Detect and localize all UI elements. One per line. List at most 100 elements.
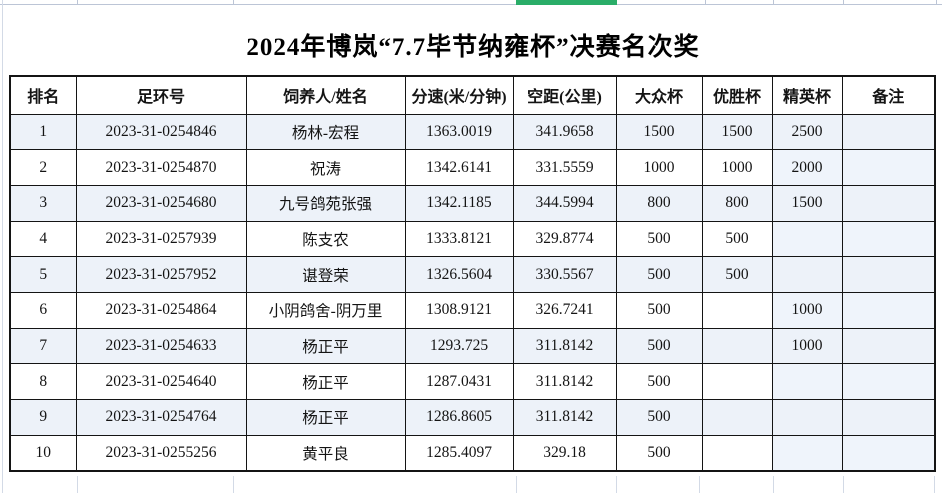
table-cell[interactable] <box>841 184 936 222</box>
column-header[interactable]: 分速(米/分钟) <box>404 75 514 115</box>
table-cell[interactable]: 黄平良 <box>245 434 406 472</box>
table-cell[interactable]: 2023-31-0254640 <box>75 363 247 400</box>
table-cell[interactable]: 6 <box>9 291 77 329</box>
table-cell[interactable]: 5 <box>9 256 77 293</box>
table-cell[interactable]: 3 <box>9 184 77 222</box>
table-cell[interactable]: 1285.4097 <box>404 434 514 472</box>
table-cell[interactable] <box>841 149 936 186</box>
table-cell[interactable] <box>841 291 936 329</box>
table-cell[interactable]: 500 <box>615 291 703 329</box>
table-cell[interactable]: 1000 <box>701 149 773 186</box>
table-cell[interactable]: 10 <box>9 434 77 472</box>
table-cell[interactable]: 4 <box>9 220 77 258</box>
table-cell[interactable]: 1286.8605 <box>404 399 514 436</box>
table-cell[interactable]: 331.5559 <box>512 149 617 186</box>
sheet-title[interactable]: 2024年博岚“7.7毕节纳雍杯”决赛名次奖 <box>246 33 700 61</box>
table-cell[interactable]: 500 <box>701 256 773 293</box>
table-cell[interactable] <box>701 327 773 365</box>
table-cell[interactable]: 500 <box>615 327 703 365</box>
table-cell[interactable]: 1500 <box>615 113 703 151</box>
table-cell[interactable]: 1342.6141 <box>404 149 514 186</box>
table-cell[interactable]: 1000 <box>771 291 843 329</box>
table-cell[interactable]: 2023-31-0254633 <box>75 327 247 365</box>
table-cell[interactable]: 2023-31-0257952 <box>75 256 247 293</box>
table-cell[interactable]: 2000 <box>771 149 843 186</box>
column-header[interactable]: 空距(公里) <box>512 75 617 115</box>
table-cell[interactable] <box>701 363 773 400</box>
table-cell[interactable]: 800 <box>701 184 773 222</box>
table-cell[interactable]: 500 <box>615 220 703 258</box>
table-cell[interactable]: 1000 <box>615 149 703 186</box>
table-cell[interactable]: 800 <box>615 184 703 222</box>
table-cell[interactable]: 1293.725 <box>404 327 514 365</box>
table-cell[interactable] <box>841 363 936 400</box>
table-cell[interactable]: 杨正平 <box>245 363 406 400</box>
table-cell[interactable]: 9 <box>9 399 77 436</box>
table-cell[interactable] <box>771 256 843 293</box>
table-cell[interactable] <box>771 220 843 258</box>
table-cell[interactable]: 杨林-宏程 <box>245 113 406 151</box>
table-cell[interactable]: 杨正平 <box>245 399 406 436</box>
table-cell[interactable]: 1333.8121 <box>404 220 514 258</box>
table-cell[interactable]: 1308.9121 <box>404 291 514 329</box>
table-cell[interactable]: 8 <box>9 363 77 400</box>
table-cell[interactable]: 1342.1185 <box>404 184 514 222</box>
column-header[interactable]: 精英杯 <box>771 75 843 115</box>
column-header[interactable]: 饲养人/姓名 <box>245 75 406 115</box>
table-cell[interactable]: 1326.5604 <box>404 256 514 293</box>
table-cell[interactable]: 杨正平 <box>245 327 406 365</box>
table-cell[interactable]: 2023-31-0254764 <box>75 399 247 436</box>
table-cell[interactable]: 2023-31-0254680 <box>75 184 247 222</box>
table-cell[interactable] <box>841 434 936 472</box>
table-cell[interactable] <box>841 327 936 365</box>
table-cell[interactable]: 311.8142 <box>512 363 617 400</box>
table-cell[interactable]: 330.5567 <box>512 256 617 293</box>
table-cell[interactable]: 311.8142 <box>512 327 617 365</box>
table-cell[interactable] <box>771 363 843 400</box>
table-cell[interactable]: 2 <box>9 149 77 186</box>
table-cell[interactable]: 陈支农 <box>245 220 406 258</box>
table-cell[interactable]: 谌登荣 <box>245 256 406 293</box>
table-cell[interactable]: 329.18 <box>512 434 617 472</box>
table-cell[interactable]: 2023-31-0257939 <box>75 220 247 258</box>
column-header[interactable]: 排名 <box>9 75 77 115</box>
table-cell[interactable]: 小阴鸽舍-阴万里 <box>245 291 406 329</box>
table-cell[interactable] <box>701 434 773 472</box>
table-cell[interactable]: 2500 <box>771 113 843 151</box>
table-cell[interactable]: 329.8774 <box>512 220 617 258</box>
table-cell[interactable]: 341.9658 <box>512 113 617 151</box>
table-cell[interactable] <box>701 399 773 436</box>
table-cell[interactable]: 500 <box>615 399 703 436</box>
table-cell[interactable]: 九号鸽苑张强 <box>245 184 406 222</box>
table-cell[interactable] <box>771 399 843 436</box>
table-cell[interactable] <box>841 220 936 258</box>
table-cell[interactable]: 2023-31-0255256 <box>75 434 247 472</box>
table-cell[interactable]: 311.8142 <box>512 399 617 436</box>
table-cell[interactable]: 1 <box>9 113 77 151</box>
table-cell[interactable] <box>841 113 936 151</box>
table-cell[interactable]: 1363.0019 <box>404 113 514 151</box>
column-header[interactable]: 备注 <box>841 75 936 115</box>
table-cell[interactable] <box>841 399 936 436</box>
table-cell[interactable]: 1287.0431 <box>404 363 514 400</box>
table-cell[interactable]: 1500 <box>771 184 843 222</box>
table-cell[interactable]: 500 <box>615 256 703 293</box>
table-cell[interactable]: 2023-31-0254870 <box>75 149 247 186</box>
table-cell[interactable]: 2023-31-0254846 <box>75 113 247 151</box>
table-cell[interactable]: 1000 <box>771 327 843 365</box>
table-cell[interactable]: 500 <box>615 363 703 400</box>
table-cell[interactable]: 祝涛 <box>245 149 406 186</box>
column-header[interactable]: 大众杯 <box>615 75 703 115</box>
table-cell[interactable]: 2023-31-0254864 <box>75 291 247 329</box>
table-cell[interactable] <box>841 256 936 293</box>
table-cell[interactable]: 344.5994 <box>512 184 617 222</box>
table-cell[interactable]: 326.7241 <box>512 291 617 329</box>
table-cell[interactable] <box>701 291 773 329</box>
column-header[interactable]: 优胜杯 <box>701 75 773 115</box>
column-header[interactable]: 足环号 <box>75 75 247 115</box>
table-cell[interactable]: 7 <box>9 327 77 365</box>
table-cell[interactable]: 1500 <box>701 113 773 151</box>
table-cell[interactable]: 500 <box>701 220 773 258</box>
table-cell[interactable]: 500 <box>615 434 703 472</box>
table-cell[interactable] <box>771 434 843 472</box>
